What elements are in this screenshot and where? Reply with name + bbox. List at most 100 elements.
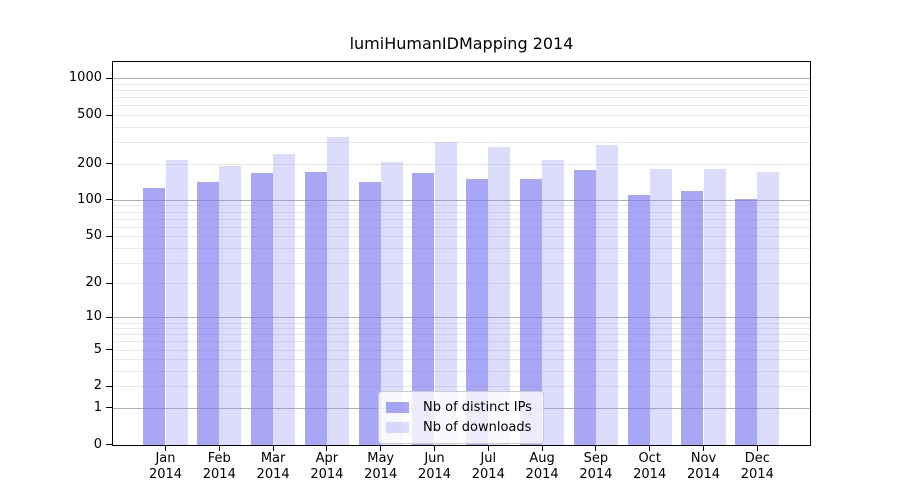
y-tick-label-0: 0 bbox=[93, 436, 102, 452]
gridline-minor-700 bbox=[113, 97, 810, 99]
x-tick-mark-6 bbox=[434, 446, 435, 451]
bar-jul-2014-distinct-ips bbox=[466, 178, 489, 445]
bar-jun-2014-downloads bbox=[434, 142, 457, 445]
gridline-major-10 bbox=[113, 317, 810, 319]
gridline-minor-7 bbox=[113, 334, 810, 336]
gridline-minor-20 bbox=[113, 283, 810, 285]
x-tick-label-aug-2014: Aug 2014 bbox=[525, 451, 559, 482]
bar-mar-2014-downloads bbox=[273, 154, 296, 445]
gridline-minor-40 bbox=[113, 247, 810, 249]
bar-jan-2014-downloads bbox=[165, 159, 188, 445]
y-tick-label-50: 50 bbox=[85, 228, 102, 244]
bar-may-2014-distinct-ips bbox=[358, 182, 381, 445]
gridline-minor-5 bbox=[113, 349, 810, 351]
y-tick-label-200: 200 bbox=[77, 155, 102, 171]
x-tick-label-dec-2014: Dec 2014 bbox=[740, 451, 774, 482]
x-tick-label-mar-2014: Mar 2014 bbox=[256, 451, 290, 482]
bar-nov-2014-downloads bbox=[703, 169, 726, 445]
chart-title: lumiHumanIDMapping 2014 bbox=[349, 34, 574, 53]
gridline-minor-80 bbox=[113, 211, 810, 213]
bar-aug-2014-downloads bbox=[542, 160, 565, 445]
gridline-minor-300 bbox=[113, 142, 810, 144]
y-tick-mark-2 bbox=[106, 385, 112, 387]
y-tick-mark-10 bbox=[106, 316, 112, 318]
y-tick-label-5: 5 bbox=[93, 341, 102, 357]
bar-dec-2014-downloads bbox=[757, 171, 780, 445]
legend-item-distinct-ips: Nb of distinct IPs bbox=[386, 397, 535, 417]
gridline-minor-30 bbox=[113, 262, 810, 264]
bar-nov-2014-distinct-ips bbox=[681, 190, 704, 445]
bar-jul-2014-downloads bbox=[488, 146, 511, 445]
y-tick-mark-50 bbox=[106, 235, 112, 237]
x-tick-mark-12 bbox=[756, 446, 758, 451]
y-tick-label-1000: 1000 bbox=[68, 70, 102, 86]
x-tick-mark-4 bbox=[326, 446, 328, 451]
x-tick-label-oct-2014: Oct 2014 bbox=[633, 451, 667, 482]
bar-sep-2014-distinct-ips bbox=[573, 170, 596, 445]
y-tick-mark-1000 bbox=[106, 77, 112, 79]
legend-label-distinct-ips: Nb of distinct IPs bbox=[423, 399, 532, 415]
y-tick-mark-500 bbox=[106, 114, 112, 116]
x-tick-label-may-2014: May 2014 bbox=[364, 451, 398, 482]
bar-apr-2014-downloads bbox=[326, 137, 350, 445]
bar-feb-2014-downloads bbox=[219, 166, 242, 445]
bar-mar-2014-distinct-ips bbox=[250, 172, 274, 445]
gridline-minor-900 bbox=[113, 84, 810, 86]
x-tick-mark-11 bbox=[703, 446, 704, 451]
x-tick-mark-10 bbox=[649, 446, 651, 451]
x-tick-label-jan-2014: Jan 2014 bbox=[148, 451, 183, 482]
gridline-minor-400 bbox=[113, 126, 810, 128]
x-tick-label-feb-2014: Feb 2014 bbox=[202, 451, 236, 482]
x-tick-mark-1 bbox=[165, 446, 166, 451]
gridline-minor-600 bbox=[113, 105, 810, 107]
legend-label-downloads: Nb of downloads bbox=[423, 419, 532, 435]
gridline-minor-4 bbox=[113, 359, 810, 361]
y-tick-label-100: 100 bbox=[77, 191, 102, 207]
gridline-minor-2 bbox=[113, 386, 810, 388]
x-tick-label-nov-2014: Nov 2014 bbox=[686, 451, 721, 482]
x-tick-mark-9 bbox=[595, 446, 597, 451]
bar-aug-2014-distinct-ips bbox=[519, 178, 543, 445]
bar-jun-2014-distinct-ips bbox=[412, 172, 435, 445]
x-tick-label-apr-2014: Apr 2014 bbox=[310, 451, 344, 482]
x-tick-mark-8 bbox=[541, 446, 543, 451]
y-tick-mark-1 bbox=[106, 407, 112, 409]
gridline-minor-800 bbox=[113, 90, 810, 92]
y-tick-mark-20 bbox=[106, 282, 112, 284]
bar-feb-2014-distinct-ips bbox=[197, 182, 220, 445]
gridline-minor-9 bbox=[113, 322, 810, 324]
y-tick-label-10: 10 bbox=[85, 309, 102, 325]
x-tick-label-sep-2014: Sep 2014 bbox=[579, 451, 613, 482]
plot-area: Nb of distinct IPs Nb of downloads bbox=[112, 61, 811, 446]
y-tick-label-1: 1 bbox=[93, 399, 102, 415]
x-tick-label-jun-2014: Jun 2014 bbox=[417, 451, 452, 482]
x-tick-mark-3 bbox=[272, 446, 274, 451]
gridline-minor-6 bbox=[113, 341, 810, 343]
gridline-minor-200 bbox=[113, 163, 810, 165]
legend-item-downloads: Nb of downloads bbox=[386, 417, 535, 437]
legend: Nb of distinct IPs Nb of downloads bbox=[378, 391, 544, 444]
gridline-minor-60 bbox=[113, 226, 810, 228]
x-tick-mark-7 bbox=[487, 446, 489, 451]
bar-jan-2014-distinct-ips bbox=[143, 187, 166, 445]
gridline-minor-500 bbox=[113, 115, 810, 117]
y-tick-mark-200 bbox=[106, 163, 112, 164]
bar-sep-2014-downloads bbox=[595, 144, 619, 445]
y-tick-label-500: 500 bbox=[77, 107, 102, 123]
bar-apr-2014-distinct-ips bbox=[304, 172, 327, 445]
gridline-minor-8 bbox=[113, 328, 810, 330]
x-tick-mark-2 bbox=[218, 446, 220, 451]
bar-oct-2014-distinct-ips bbox=[627, 194, 650, 445]
y-tick-mark-0 bbox=[106, 444, 112, 445]
gridline-minor-90 bbox=[113, 205, 810, 207]
bar-may-2014-downloads bbox=[380, 161, 403, 445]
gridline-major-100 bbox=[113, 199, 810, 201]
gridline-minor-3 bbox=[113, 371, 810, 373]
y-tick-label-20: 20 bbox=[85, 275, 102, 291]
y-tick-mark-100 bbox=[106, 199, 112, 201]
gridline-major-1000 bbox=[113, 78, 810, 80]
x-tick-label-jul-2014: Jul 2014 bbox=[471, 451, 505, 482]
legend-swatch-downloads bbox=[386, 421, 409, 433]
y-tick-mark-5 bbox=[106, 349, 112, 351]
